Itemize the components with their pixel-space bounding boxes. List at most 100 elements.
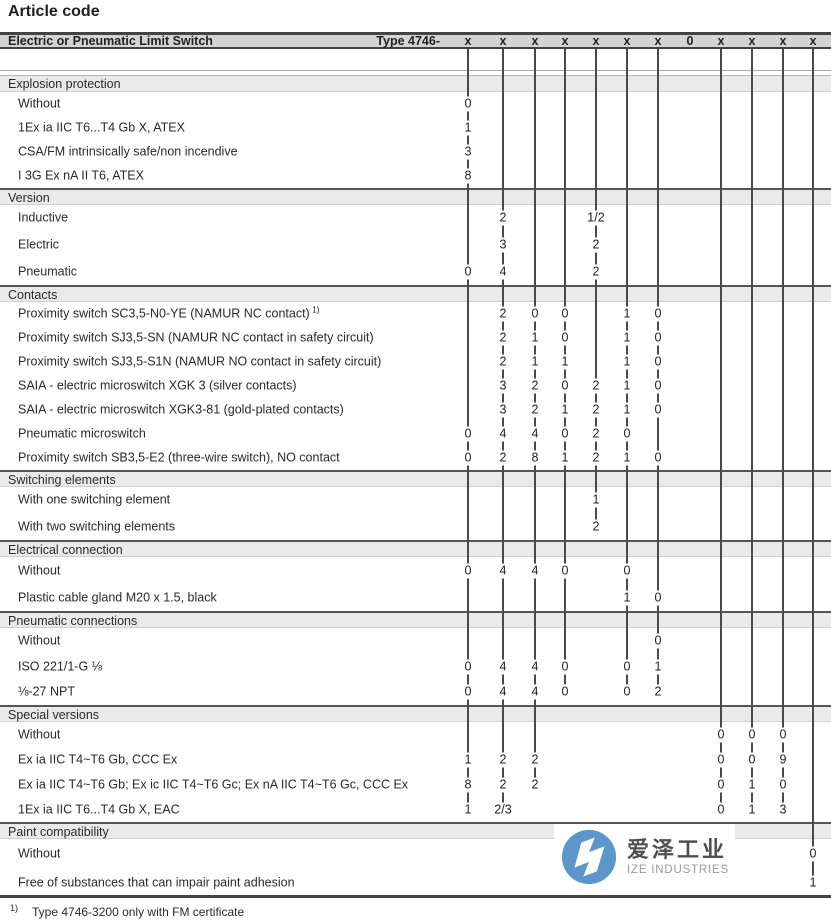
section-label: Pneumatic connections bbox=[8, 614, 138, 628]
section-label: Version bbox=[8, 191, 50, 205]
code-digit-col6: 1 bbox=[619, 590, 635, 605]
option-row-label: With one switching element bbox=[18, 492, 171, 507]
option-row-label: Without bbox=[18, 846, 61, 860]
code-digit-col9: 0 bbox=[713, 802, 729, 817]
footnote-text: Type 4746-3200 only with FM certificate bbox=[32, 905, 245, 919]
table-header-bar: Electric or Pneumatic Limit Switch Type … bbox=[0, 32, 831, 49]
option-row-label: Free of substances that can impair paint… bbox=[18, 875, 295, 889]
code-digit-col3: 8 bbox=[527, 450, 543, 466]
code-digit-col9: 0 bbox=[713, 752, 729, 767]
option-row-label: Without bbox=[18, 633, 61, 648]
section-header-electrical-connection: Electrical connection bbox=[0, 540, 831, 557]
code-digit-col4: 0 bbox=[557, 659, 573, 674]
code-digit-col1: 0 bbox=[460, 264, 476, 280]
ize-logo-texts: 爱泽工业 IZE INDUSTRIES bbox=[627, 837, 729, 877]
section-header-contacts: Contacts bbox=[0, 285, 831, 302]
code-line-col12 bbox=[812, 49, 814, 885]
code-digit-col6: 0 bbox=[619, 563, 635, 578]
option-row-label: Inductive bbox=[18, 210, 69, 225]
code-digit-col4: 1 bbox=[557, 450, 573, 466]
option-row-label: Proximity switch SJ3,5-S1N (NAMUR NO con… bbox=[18, 354, 382, 369]
code-digit-col5: 1/2 bbox=[583, 210, 609, 226]
code-position-10: x bbox=[748, 34, 756, 48]
code-digit-col6: 0 bbox=[619, 426, 635, 442]
code-digit-col12: 0 bbox=[805, 846, 821, 861]
option-row-label: Ex ia IIC T4~T6 Gb, CCC Ex bbox=[18, 752, 178, 766]
code-digit-col5: 2 bbox=[588, 264, 604, 280]
code-digit-col7: 0 bbox=[650, 378, 666, 394]
footnote: 1) Type 4746-3200 only with FM certificat… bbox=[10, 903, 244, 919]
code-digit-col5: 1 bbox=[588, 492, 604, 508]
code-line-col10 bbox=[751, 49, 753, 812]
code-digit-col6: 1 bbox=[619, 450, 635, 466]
code-digit-col3: 2 bbox=[527, 402, 543, 418]
code-digit-col6: 1 bbox=[619, 378, 635, 394]
spacer-rule bbox=[0, 70, 831, 71]
code-digit-col1: 1 bbox=[460, 802, 476, 817]
code-digit-col10: 1 bbox=[744, 777, 760, 792]
code-digit-col7: 0 bbox=[650, 590, 666, 605]
code-digit-col1: 1 bbox=[460, 752, 476, 767]
code-digit-col2: 4 bbox=[495, 659, 511, 674]
code-digit-col2: 4 bbox=[495, 264, 511, 280]
section-label: Electrical connection bbox=[8, 543, 123, 557]
code-digit-col10: 0 bbox=[744, 727, 760, 742]
option-row-label: 1Ex ia IIC T6...T4 Gb X, ATEX bbox=[18, 120, 185, 135]
code-digit-col1: 8 bbox=[460, 168, 476, 184]
option-row-label: ⅛-27 NPT bbox=[18, 684, 75, 699]
code-digit-col2: 4 bbox=[495, 563, 511, 578]
code-line-col5 bbox=[595, 49, 597, 529]
code-digit-col1: 0 bbox=[460, 684, 476, 700]
code-digit-col4: 0 bbox=[557, 306, 573, 322]
code-digit-col9: 0 bbox=[713, 727, 729, 742]
code-digit-col3: 2 bbox=[527, 378, 543, 394]
code-digit-col3: 0 bbox=[527, 306, 543, 322]
code-digit-col2: 2 bbox=[495, 777, 511, 792]
option-row-label: CSA/FM intrinsically safe/non incendive bbox=[18, 144, 238, 159]
code-digit-col10: 1 bbox=[744, 802, 760, 817]
code-digit-col7: 0 bbox=[650, 354, 666, 370]
code-digit-col7: 0 bbox=[650, 402, 666, 418]
option-row-label: ISO 221/1-G ⅛ bbox=[18, 659, 103, 673]
code-position-12: x bbox=[809, 34, 817, 48]
code-digit-col2: 4 bbox=[495, 684, 511, 700]
code-digit-col2: 3 bbox=[495, 378, 511, 394]
code-digit-col4: 0 bbox=[557, 426, 573, 442]
code-line-col11 bbox=[782, 49, 784, 812]
code-digit-col1: 8 bbox=[460, 777, 476, 792]
option-row-label: Without bbox=[18, 563, 61, 577]
product-name: Electric or Pneumatic Limit Switch bbox=[8, 34, 213, 48]
code-digit-col11: 9 bbox=[775, 752, 791, 767]
code-digit-col4: 0 bbox=[557, 563, 573, 578]
option-row-label: Ex ia IIC T4~T6 Gb; Ex ic IIC T4~T6 Gc; … bbox=[18, 777, 409, 791]
code-digit-col7: 2 bbox=[650, 684, 666, 700]
section-label: Contacts bbox=[8, 288, 58, 302]
section-label: Explosion protection bbox=[8, 77, 121, 91]
ize-industries-logo: 爱泽工业 IZE INDUSTRIES bbox=[554, 824, 735, 890]
code-digit-col3: 2 bbox=[527, 777, 543, 792]
footnote-marker: 1) bbox=[10, 903, 19, 913]
code-digit-col5: 2 bbox=[588, 450, 604, 466]
option-row-label: Proximity switch SC3,5-N0-YE (NAMUR NC c… bbox=[18, 304, 320, 321]
code-digit-col2: 2/3 bbox=[490, 802, 516, 817]
code-digit-col6: 0 bbox=[619, 684, 635, 700]
code-digit-col2: 2 bbox=[495, 752, 511, 767]
ize-logo-english-name: IZE INDUSTRIES bbox=[627, 863, 729, 876]
section-header-pneumatic-connections: Pneumatic connections bbox=[0, 611, 831, 628]
code-position-6: x bbox=[623, 34, 631, 48]
code-digit-col6: 1 bbox=[619, 330, 635, 346]
code-digit-col6: 1 bbox=[619, 354, 635, 370]
code-digit-col2: 2 bbox=[495, 450, 511, 466]
code-digit-col5: 2 bbox=[588, 519, 604, 535]
code-digit-col1: 3 bbox=[460, 144, 476, 160]
code-digit-col5: 2 bbox=[588, 378, 604, 394]
code-position-5: x bbox=[592, 34, 600, 48]
code-digit-col3: 1 bbox=[527, 330, 543, 346]
code-line-col7 bbox=[657, 49, 659, 695]
option-row-label: SAIA - electric microswitch XGK3-81 (gol… bbox=[18, 402, 344, 417]
code-digit-col3: 4 bbox=[527, 659, 543, 674]
code-position-1: x bbox=[464, 34, 472, 48]
code-digit-col4: 0 bbox=[557, 684, 573, 700]
code-line-col6 bbox=[626, 49, 628, 695]
